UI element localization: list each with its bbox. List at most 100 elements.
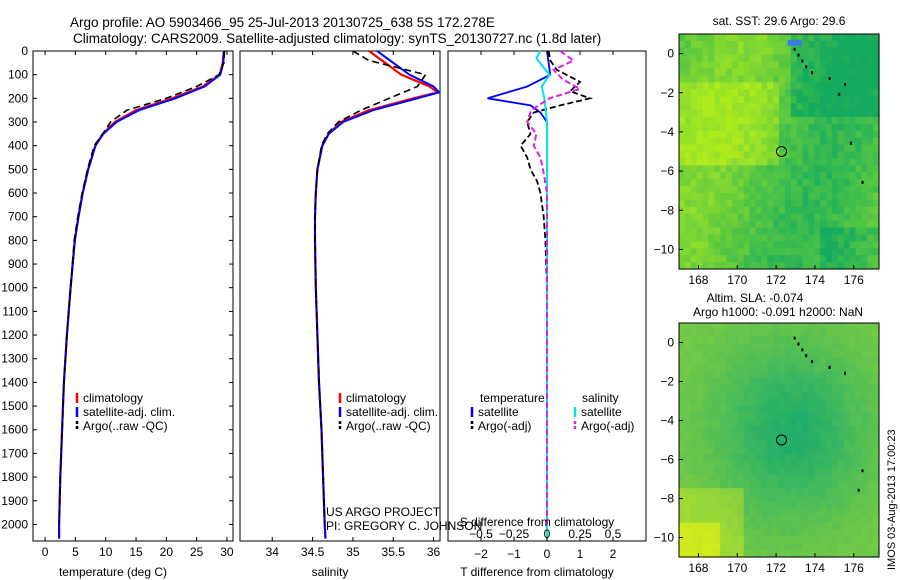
- sla-map-cell: [837, 440, 845, 448]
- sla-map-cell: [743, 440, 751, 448]
- sst-map-cell: [779, 241, 786, 249]
- sst-map-cell: [702, 172, 710, 180]
- sla-map-cell: [702, 529, 710, 537]
- sla-map-cell: [731, 543, 739, 551]
- sla-map-cell: [731, 515, 739, 524]
- sla-map-cell: [720, 343, 727, 352]
- depth-axis-tick-label: 700: [8, 210, 28, 224]
- sst-map-cell: [684, 68, 692, 77]
- sst-map-cell: [679, 172, 686, 180]
- sla-map-cell: [796, 515, 804, 524]
- sla-map-cell: [796, 522, 804, 531]
- sla-map-cell: [855, 481, 862, 489]
- sla-map-cell: [726, 446, 733, 455]
- sla-map-cell: [784, 350, 792, 359]
- sst-map-cell: [773, 89, 780, 97]
- sst-map-xtick-label: 168: [688, 273, 708, 287]
- sst-map-cell: [843, 241, 851, 249]
- sst-map-cell: [843, 61, 851, 70]
- sla-map-cell: [702, 474, 710, 482]
- sst-map-cell: [808, 75, 815, 83]
- sst-map-cell: [684, 82, 692, 90]
- sst-map-cell: [702, 116, 710, 125]
- sst-map-cell: [861, 123, 868, 132]
- sla-map-cell: [802, 336, 810, 345]
- sst-map-cell: [755, 241, 762, 249]
- sla-map-cell: [790, 522, 798, 531]
- sla-map-cell: [855, 550, 862, 558]
- sla-map-cell: [755, 391, 762, 400]
- sst-map-cell: [849, 103, 857, 111]
- sst-map-cell: [737, 137, 745, 146]
- sla-map-cell: [743, 543, 751, 551]
- sst-map-cell: [773, 103, 780, 111]
- sla-map-cell: [767, 384, 774, 393]
- sla-map-cell: [814, 336, 821, 345]
- sla-map-cell: [767, 329, 774, 338]
- sst-map-cell: [737, 75, 745, 83]
- sst-map-cell: [696, 137, 704, 146]
- sst-map-cell: [820, 68, 827, 77]
- sst-map-cell: [796, 255, 804, 263]
- sla-map-cell: [714, 412, 721, 420]
- sla-map-cell: [808, 440, 815, 448]
- sla-map-cell: [696, 412, 704, 420]
- sst-map-cell: [679, 144, 686, 153]
- sst-map-cell: [702, 255, 710, 263]
- sst-map-cell: [684, 103, 692, 111]
- sst-map-cell: [826, 234, 833, 242]
- sla-map-cell: [773, 446, 780, 455]
- sla-map-cell: [867, 543, 874, 551]
- sla-map-cell: [826, 495, 833, 503]
- sla-map-cell: [784, 357, 792, 365]
- sst-map-cell: [726, 116, 733, 125]
- sst-map-cell: [708, 172, 715, 180]
- sla-map-cell: [784, 329, 792, 338]
- sst-map-cell: [820, 75, 827, 83]
- sst-map-cell: [826, 192, 833, 201]
- sla-map-cell: [679, 412, 686, 420]
- sst-map-cell: [737, 192, 745, 201]
- sla-map-cell: [761, 474, 768, 482]
- sla-map-cell: [861, 412, 868, 420]
- sst-map-cell: [867, 68, 874, 77]
- sst-map-cell: [749, 110, 757, 118]
- sst-map-cell: [696, 123, 704, 132]
- pi-label: PI: GREGORY C. JOHNSON: [326, 519, 482, 533]
- sst-map-cell: [761, 192, 768, 201]
- sst-map-cell: [708, 213, 715, 222]
- sla-map-cell: [708, 515, 715, 524]
- sla-map-cell: [702, 440, 710, 448]
- sst-map-cell: [761, 40, 768, 49]
- sla-map-cell: [831, 433, 839, 441]
- sla-map-cell: [861, 474, 868, 482]
- sla-map-cell: [867, 336, 874, 345]
- sla-map-cell: [708, 440, 715, 448]
- sst-map-cell: [696, 103, 704, 111]
- sla-map-cell: [837, 343, 845, 352]
- sst-map-cell: [843, 151, 851, 160]
- sst-map-cell: [690, 144, 698, 153]
- sst-map-cell: [831, 61, 839, 70]
- sst-map-cell: [684, 40, 692, 49]
- sla-map-cell: [702, 501, 710, 510]
- sst-map-cell: [808, 158, 815, 166]
- sla-map-cell: [826, 426, 833, 434]
- sla-map-cell: [679, 543, 686, 551]
- sla-map-cell: [808, 391, 815, 400]
- sla-map-cell: [773, 343, 780, 352]
- sla-map-cell: [696, 398, 704, 407]
- sst-map-cell: [837, 130, 845, 139]
- sla-map-cell: [731, 440, 739, 448]
- sst-map-cell: [802, 130, 810, 139]
- sst-map-cell: [696, 179, 704, 187]
- sst-map-cell: [855, 54, 862, 63]
- sla-map-cell: [837, 371, 845, 379]
- sst-map-cell: [720, 192, 727, 201]
- sla-map-cell: [861, 378, 868, 386]
- sst-map-cell: [855, 68, 862, 77]
- temperature-argo-line: [58, 50, 226, 525]
- sla-map-cell: [790, 508, 798, 517]
- sst-map-cell: [767, 234, 774, 242]
- sla-map-cell: [737, 529, 745, 537]
